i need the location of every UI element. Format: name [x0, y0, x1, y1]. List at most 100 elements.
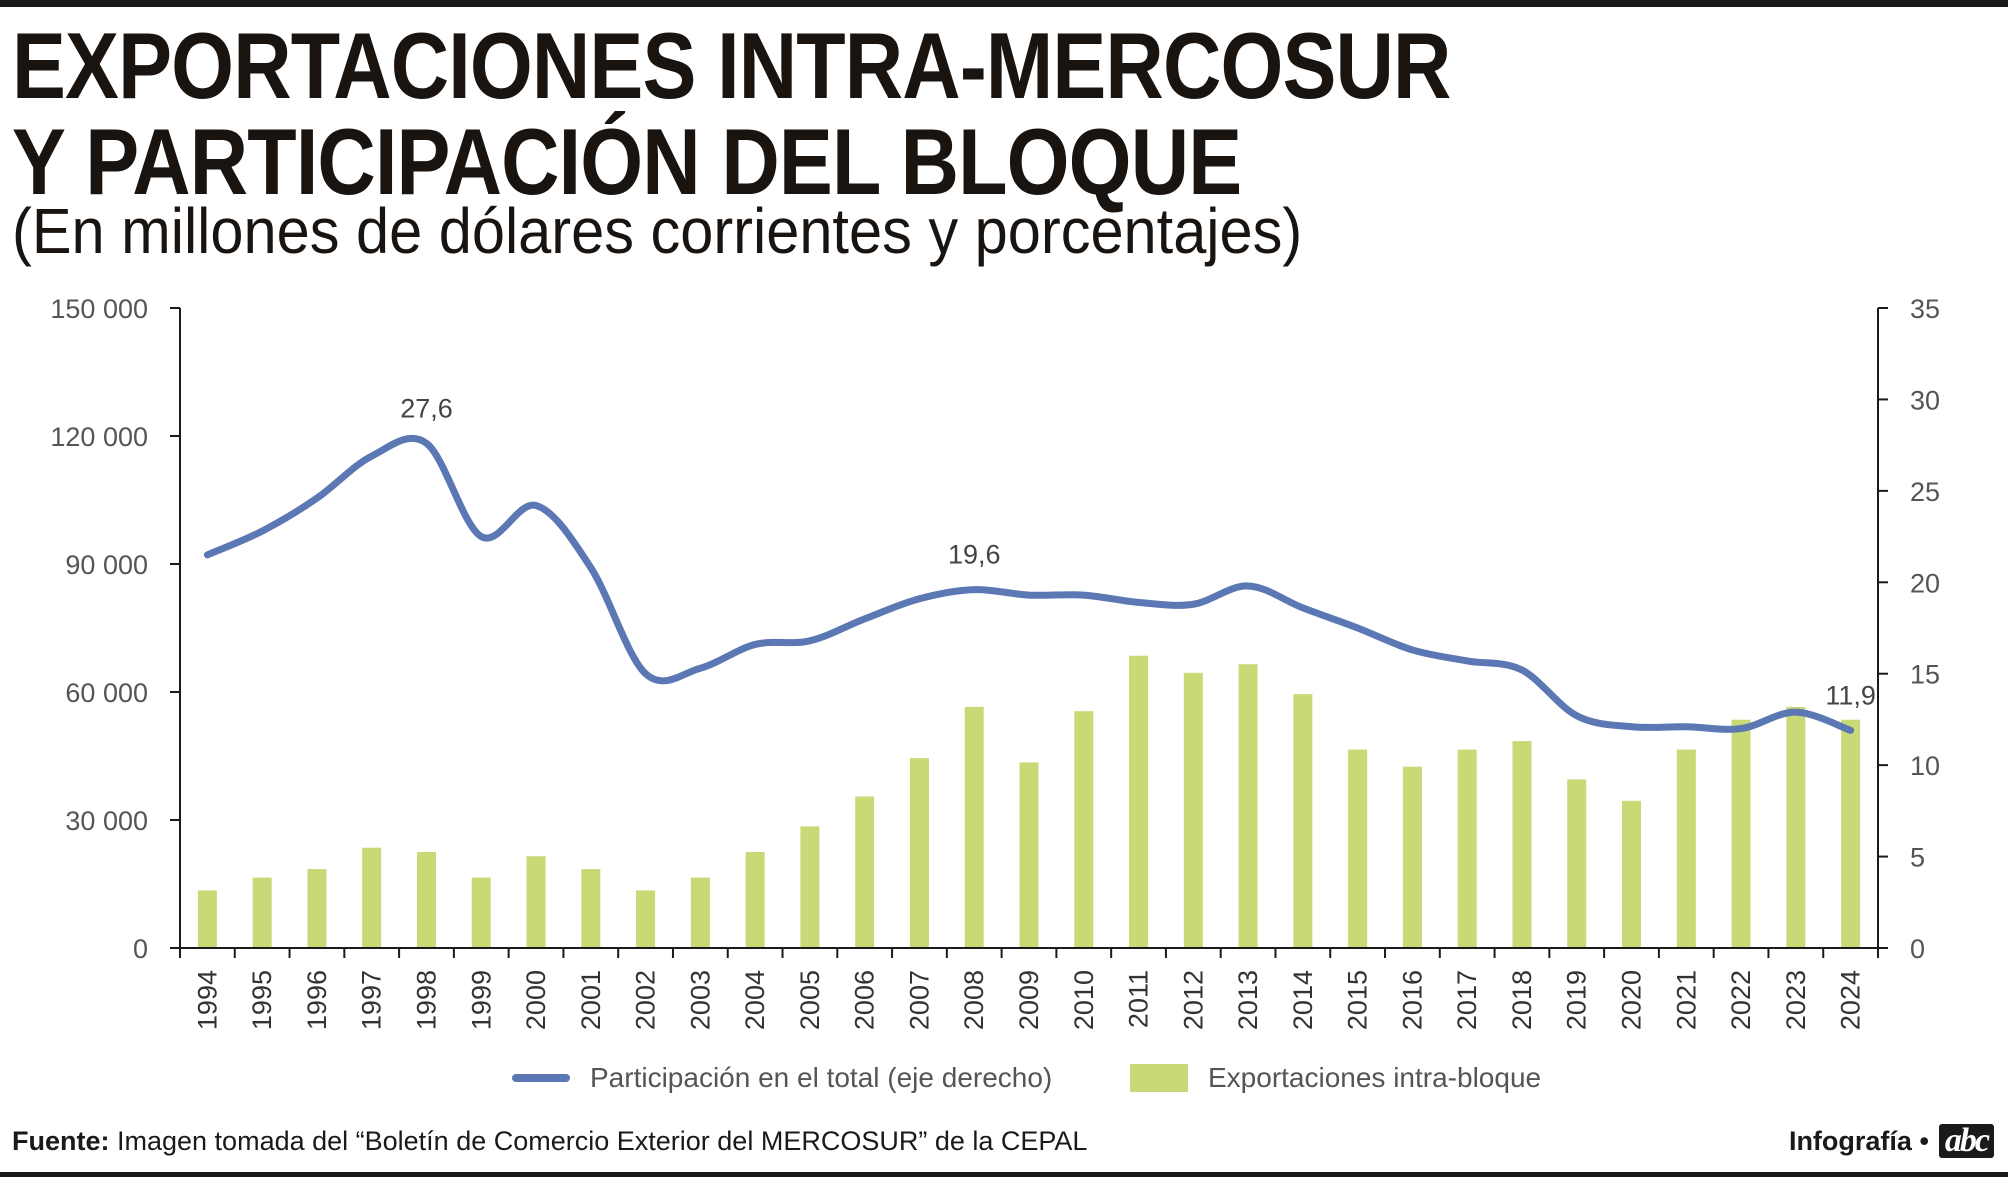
- bar-1994: [197, 890, 217, 948]
- bar-2000: [526, 856, 546, 948]
- bar-2005: [800, 826, 820, 948]
- x-tick-label-2008: 2008: [959, 970, 989, 1030]
- x-tick-label-2018: 2018: [1507, 970, 1537, 1030]
- chart: 150 000 120 000 90 000 60 000 30 000 0 35 30 25 2…: [50, 294, 1940, 1030]
- x-tick-label-1996: 1996: [302, 970, 332, 1030]
- x-tick-label-2021: 2021: [1671, 970, 1701, 1030]
- x-tick-label-1997: 1997: [357, 970, 387, 1030]
- legend-line-label: Participación en el total (eje derecho): [590, 1062, 1053, 1093]
- annotation-2024: 11,9: [1825, 680, 1876, 710]
- title-line-1: EXPORTACIONES INTRA-MERCOSUR: [12, 13, 1451, 118]
- x-tick-label-2010: 2010: [1069, 970, 1099, 1030]
- left-tick-label: 90 000: [65, 550, 148, 580]
- chart-title: EXPORTACIONES INTRA-MERCOSUR Y PARTICIPA…: [12, 18, 1451, 210]
- x-tick-label-1995: 1995: [247, 970, 277, 1030]
- right-tick-label: 15: [1910, 660, 1940, 690]
- left-tick-label: 30 000: [65, 806, 148, 836]
- x-tick-label-2019: 2019: [1562, 970, 1592, 1030]
- bar-2017: [1457, 749, 1477, 948]
- chart-subtitle: (En millones de dólares corrientes y por…: [12, 195, 1303, 267]
- top-rule: [0, 0, 2008, 7]
- x-tick-label-2002: 2002: [631, 970, 661, 1030]
- bar-1995: [252, 877, 272, 948]
- x-tick-label-2004: 2004: [740, 970, 770, 1030]
- x-tick-label-2022: 2022: [1726, 970, 1756, 1030]
- axes-layer: 150 000 120 000 90 000 60 000 30 000 0 35 30 25 2…: [50, 294, 1940, 1030]
- x-tick-label-1998: 1998: [411, 970, 441, 1030]
- x-tick-label-2007: 2007: [904, 970, 934, 1030]
- x-tick-label-2001: 2001: [576, 970, 606, 1030]
- participation-line: [203, 434, 1855, 734]
- bar-2015: [1348, 749, 1368, 948]
- bar-2001: [581, 869, 601, 948]
- source-text: Imagen tomada del “Boletín de Comercio E…: [109, 1126, 1088, 1156]
- bar-2016: [1402, 766, 1422, 948]
- bar-1996: [307, 869, 327, 948]
- legend-line-swatch: [512, 1074, 570, 1082]
- legend-item-line: Participación en el total (eje derecho): [512, 1062, 1052, 1094]
- right-tick-label: 30: [1910, 385, 1940, 415]
- right-tick-label: 5: [1910, 843, 1925, 873]
- x-tick-label-2016: 2016: [1397, 970, 1427, 1030]
- bar-2020: [1622, 800, 1642, 948]
- bottom-rule: [0, 1172, 2008, 1177]
- bar-2009: [1019, 762, 1039, 948]
- bar-2023: [1786, 706, 1806, 948]
- bar-1999: [471, 877, 491, 948]
- bar-2024: [1841, 719, 1861, 948]
- x-tick-label-2005: 2005: [795, 970, 825, 1030]
- x-tick-label-2012: 2012: [1178, 970, 1208, 1030]
- bar-2012: [1183, 672, 1203, 948]
- bar-2011: [1129, 655, 1149, 948]
- x-tick-label-2023: 2023: [1781, 970, 1811, 1030]
- bar-2019: [1567, 779, 1587, 948]
- x-tick-label-2015: 2015: [1343, 970, 1373, 1030]
- x-tick-label-2024: 2024: [1836, 970, 1866, 1030]
- x-tick-label-2000: 2000: [521, 970, 551, 1030]
- title-line-2: Y PARTICIPACIÓN DEL BLOQUE: [12, 109, 1242, 214]
- annotation-2008: 19,6: [948, 540, 1001, 570]
- left-tick-label: 0: [133, 934, 148, 964]
- x-tick-label-2017: 2017: [1452, 970, 1482, 1030]
- bar-2014: [1293, 694, 1313, 948]
- right-tick-label: 10: [1910, 751, 1940, 781]
- bar-2018: [1512, 741, 1532, 948]
- legend-bar-label: Exportaciones intra-bloque: [1208, 1062, 1542, 1093]
- bar-2006: [855, 796, 875, 948]
- x-tick-label-1999: 1999: [466, 970, 496, 1030]
- bar-2010: [1074, 711, 1094, 948]
- x-tick-label-2009: 2009: [1014, 970, 1044, 1030]
- right-tick-label: 20: [1910, 568, 1940, 598]
- right-tick-label: 0: [1910, 934, 1925, 964]
- x-tick-label-2020: 2020: [1617, 970, 1647, 1030]
- bar-1998: [416, 852, 436, 948]
- legend-bar-swatch: [1130, 1064, 1188, 1092]
- bar-2022: [1731, 719, 1751, 948]
- annotations-layer: 27,6 19,6 11,9: [400, 393, 1876, 710]
- x-tick-label-1994: 1994: [192, 970, 222, 1030]
- legend: Participación en el total (eje derecho) …: [0, 1062, 2008, 1102]
- x-tick-label-2014: 2014: [1288, 970, 1318, 1030]
- source-label: Fuente:: [12, 1126, 110, 1156]
- left-tick-label: 150 000: [50, 294, 148, 324]
- credit-text: Infografía •: [1788, 1125, 1929, 1156]
- abc-logo: abc: [1938, 1124, 1994, 1158]
- right-tick-label: 25: [1910, 477, 1940, 507]
- x-tick-label-2013: 2013: [1233, 970, 1263, 1030]
- source-note: Fuente: Imagen tomada del “Boletín de Co…: [12, 1126, 1087, 1157]
- right-tick-label: 35: [1910, 294, 1940, 324]
- bar-1997: [362, 847, 382, 948]
- x-tick-label-2003: 2003: [685, 970, 715, 1030]
- bar-2021: [1676, 749, 1696, 948]
- bar-2013: [1238, 664, 1258, 948]
- annotation-1998: 27,6: [400, 393, 453, 423]
- x-tick-label-2006: 2006: [850, 970, 880, 1030]
- bar-2008: [964, 706, 984, 948]
- x-tick-label-2011: 2011: [1124, 970, 1154, 1028]
- bar-2004: [745, 852, 765, 948]
- line-layer: [203, 434, 1855, 734]
- left-tick-label: 60 000: [65, 678, 148, 708]
- legend-item-bars: Exportaciones intra-bloque: [1130, 1062, 1541, 1094]
- bars-layer: [197, 655, 1861, 948]
- bar-2003: [690, 877, 710, 948]
